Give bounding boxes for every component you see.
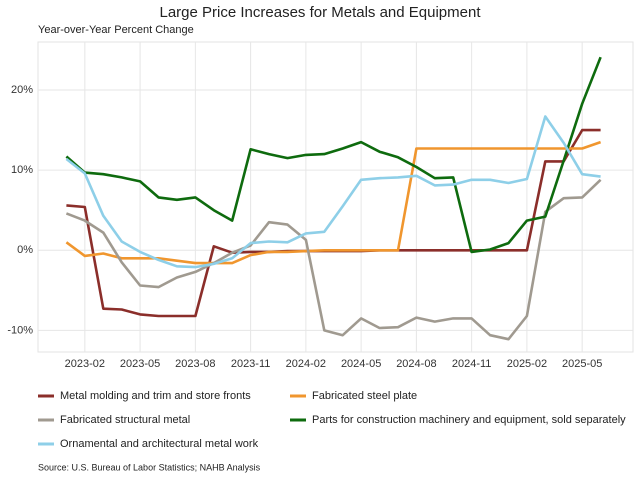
y-tick-label: 10% — [11, 164, 33, 176]
legend-label: Parts for construction machinery and equ… — [312, 414, 626, 426]
chart-subtitle: Year-over-Year Percent Change — [38, 24, 194, 36]
legend-label: Metal molding and trim and store fronts — [60, 390, 251, 402]
legend-label: Fabricated structural metal — [60, 414, 190, 426]
x-tick-label: 2023-08 — [175, 358, 215, 370]
x-tick-label: 2024-05 — [341, 358, 381, 370]
plot-frame — [37, 41, 634, 353]
chart-title: Large Price Increases for Metals and Equ… — [160, 4, 482, 21]
legend-label: Fabricated steel plate — [312, 390, 417, 402]
x-tick-label: 2025-02 — [507, 358, 547, 370]
y-tick-label: 0% — [17, 244, 33, 256]
x-tick-label: 2025-05 — [562, 358, 602, 370]
series-line — [66, 128, 601, 318]
series-line — [65, 140, 602, 265]
y-tick-label: 20% — [11, 84, 33, 96]
series-line — [65, 56, 602, 254]
x-tick-label: 2024-08 — [396, 358, 436, 370]
x-tick-label: 2024-02 — [286, 358, 326, 370]
series-line — [65, 115, 601, 269]
source-note: Source: U.S. Bureau of Labor Statistics;… — [38, 462, 261, 472]
x-tick-label: 2023-05 — [120, 358, 160, 370]
x-tick-label: 2024-11 — [452, 358, 492, 370]
x-tick-label: 2023-02 — [65, 358, 105, 370]
legend-label: Ornamental and architectural metal work — [60, 438, 259, 450]
y-tick-label: -10% — [7, 324, 33, 336]
series-line — [65, 178, 602, 341]
x-tick-label: 2023-11 — [231, 358, 271, 370]
